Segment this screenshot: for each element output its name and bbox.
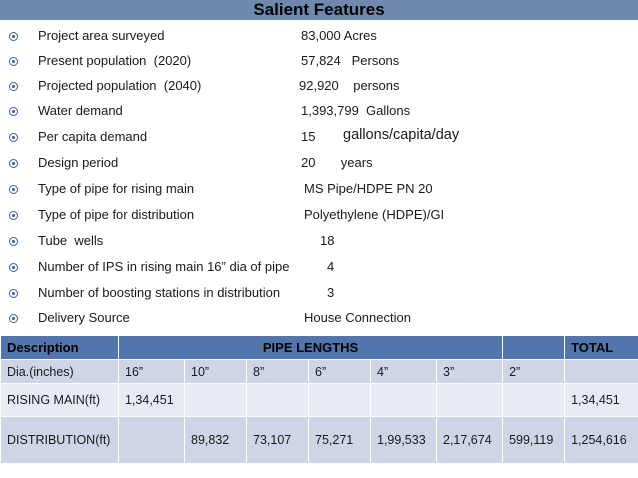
header-pipe-lengths: PIPE LENGTHS bbox=[117, 335, 504, 360]
table-cell bbox=[502, 383, 566, 417]
table-cell: RISING MAIN(ft) bbox=[0, 383, 119, 417]
feature-value: 20 years bbox=[301, 155, 373, 170]
table-cell: 10” bbox=[184, 359, 247, 384]
feature-value: 1,393,799 Gallons bbox=[301, 103, 411, 118]
table-cell bbox=[564, 359, 638, 384]
feature-label: Projected population (2040) bbox=[38, 78, 202, 93]
bullet-icon bbox=[9, 314, 18, 323]
table-cell bbox=[370, 383, 437, 417]
feature-value-unit: gallons/capita/day bbox=[343, 127, 460, 143]
feature-label: Delivery Source bbox=[38, 310, 130, 325]
table-cell: 2” bbox=[502, 359, 566, 384]
title-bar: Salient Features bbox=[0, 0, 638, 20]
header-empty bbox=[502, 335, 566, 360]
table-cell bbox=[435, 383, 504, 417]
table-cell bbox=[184, 383, 247, 417]
table-cell: 1,34,451 bbox=[118, 383, 185, 417]
table-header-row: Description PIPE LENGTHS TOTAL bbox=[0, 335, 638, 360]
feature-value: MS Pipe/HDPE PN 20 bbox=[304, 181, 433, 196]
list-item: Type of pipe for rising main MS Pipe/HDP… bbox=[0, 180, 638, 202]
list-item: Number of IPS in rising main 16” dia of … bbox=[0, 258, 638, 280]
feature-value: 92,920 persons bbox=[299, 78, 400, 93]
list-item: Water demand 1,393,799 Gallons bbox=[0, 102, 638, 124]
bullet-icon bbox=[9, 159, 18, 168]
bullet-icon bbox=[9, 185, 18, 194]
feature-value: 18 bbox=[320, 233, 335, 248]
header-total: TOTAL bbox=[564, 335, 638, 360]
list-item: Per capita demand 15 gallons/capita/day bbox=[0, 127, 638, 150]
bullet-icon bbox=[9, 133, 18, 142]
feature-value: 3 bbox=[327, 285, 335, 300]
table-cell: 89,832 bbox=[184, 416, 247, 464]
bullet-icon bbox=[9, 289, 18, 298]
feature-label: Type of pipe for rising main bbox=[38, 181, 195, 196]
table-cell: 4” bbox=[370, 359, 437, 384]
table-cell bbox=[308, 383, 371, 417]
list-item: Project area surveyed 83,000 Acres bbox=[0, 27, 638, 49]
page-title: Salient Features bbox=[253, 0, 385, 19]
bullet-icon bbox=[9, 211, 18, 220]
list-item: Present population (2020) 57,824 Persons bbox=[0, 52, 638, 74]
table-row: Dia.(inches) 16” 10” 8” 6” 4” 3” 2” bbox=[0, 359, 638, 384]
bullet-icon bbox=[9, 32, 18, 41]
table-cell bbox=[246, 383, 309, 417]
feature-value: Polyethylene (HDPE)/GI bbox=[304, 207, 445, 222]
feature-value: 15 bbox=[301, 129, 316, 144]
table-row: RISING MAIN(ft) 1,34,451 1,34,451 bbox=[0, 383, 638, 417]
feature-value: 57,824 Persons bbox=[301, 53, 400, 68]
feature-label: Per capita demand bbox=[38, 129, 148, 144]
table-cell: 1,34,451 bbox=[564, 383, 638, 417]
table-cell: 75,271 bbox=[308, 416, 371, 464]
feature-label: Type of pipe for distribution bbox=[38, 207, 195, 222]
bullet-icon bbox=[9, 57, 18, 66]
bullet-icon bbox=[9, 263, 18, 272]
table-cell: 1,254,616 bbox=[564, 416, 638, 464]
table-cell: 2,17,674 bbox=[435, 416, 504, 464]
list-item: Projected population (2040) 92,920 perso… bbox=[0, 77, 638, 99]
feature-label: Number of boosting stations in distribut… bbox=[38, 285, 281, 300]
table-row: DISTRIBUTION(ft) 89,832 73,107 75,271 1,… bbox=[0, 416, 638, 464]
table-cell: 16” bbox=[118, 359, 185, 384]
feature-label: Water demand bbox=[38, 103, 123, 118]
list-item: Type of pipe for distribution Polyethyle… bbox=[0, 206, 638, 228]
bullet-icon bbox=[9, 237, 18, 246]
list-item: Tube wells 18 bbox=[0, 232, 638, 254]
bullet-icon bbox=[9, 82, 18, 91]
table-cell: 1,99,533 bbox=[370, 416, 437, 464]
feature-label: Tube wells bbox=[38, 233, 104, 248]
table-cell: 8” bbox=[246, 359, 309, 384]
feature-label: Design period bbox=[38, 155, 119, 170]
feature-value: 83,000 Acres bbox=[301, 28, 377, 43]
table-cell bbox=[118, 416, 185, 464]
feature-value: 4 bbox=[327, 259, 335, 274]
table-cell: 6” bbox=[308, 359, 371, 384]
feature-label: Number of IPS in rising main 16” dia of … bbox=[38, 259, 290, 274]
feature-label: Project area surveyed bbox=[38, 28, 165, 43]
pipe-lengths-table: Description PIPE LENGTHS TOTAL Dia.(inch… bbox=[0, 335, 638, 464]
header-description: Description bbox=[0, 335, 119, 360]
table-cell: 73,107 bbox=[246, 416, 309, 464]
table-cell: Dia.(inches) bbox=[0, 359, 119, 384]
list-item: Delivery Source House Connection bbox=[0, 309, 638, 331]
table-cell: DISTRIBUTION(ft) bbox=[0, 416, 119, 464]
list-item: Design period 20 years bbox=[0, 154, 638, 176]
list-item: Number of boosting stations in distribut… bbox=[0, 284, 638, 306]
feature-label: Present population (2020) bbox=[38, 53, 192, 68]
table-cell: 599,119 bbox=[502, 416, 566, 464]
bullet-icon bbox=[9, 107, 18, 116]
table-cell: 3” bbox=[435, 359, 504, 384]
feature-value: House Connection bbox=[304, 310, 411, 325]
